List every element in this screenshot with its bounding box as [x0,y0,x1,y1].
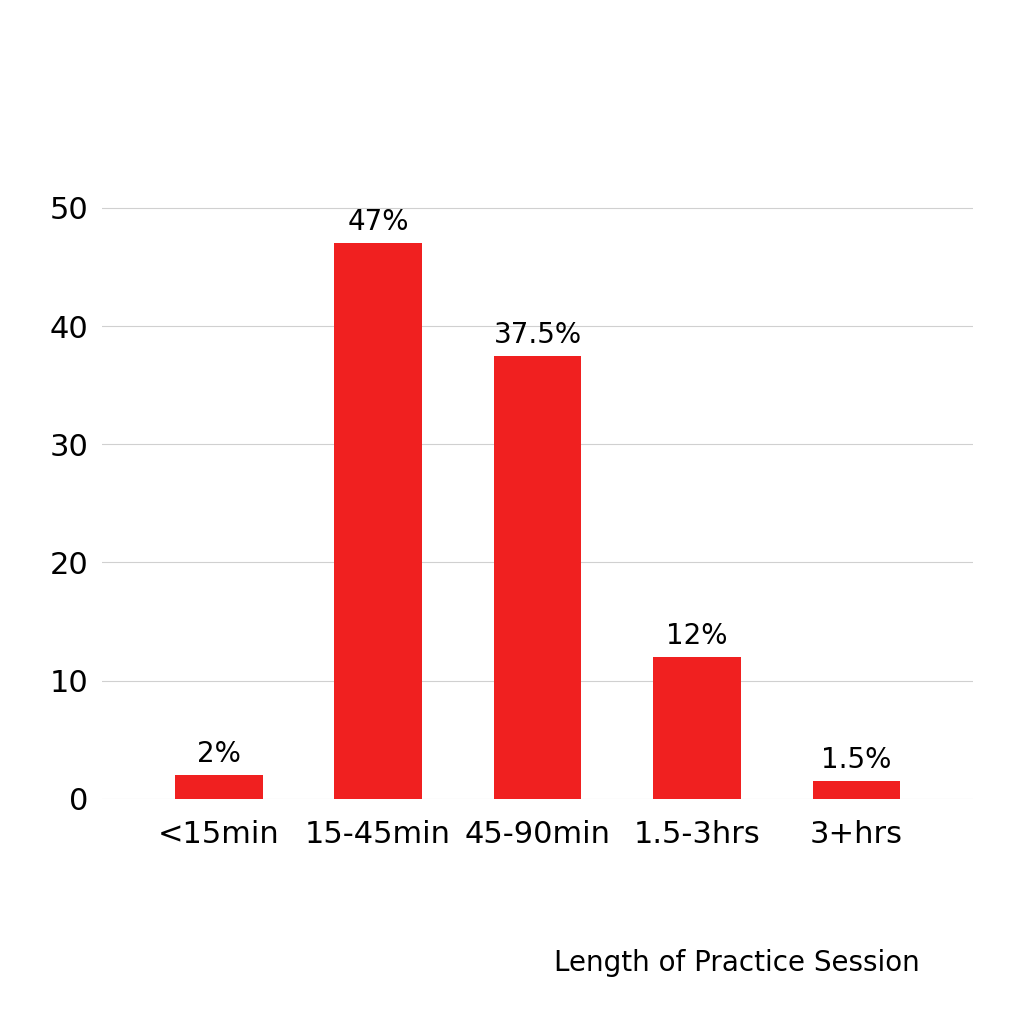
Bar [335,244,422,799]
Bar [653,657,740,799]
Text: 47%: 47% [347,208,409,237]
Bar [175,775,262,799]
Text: 37.5%: 37.5% [494,321,582,348]
Text: Length of Practice Session: Length of Practice Session [554,948,921,977]
Text: 12%: 12% [667,622,728,650]
Text: 1.5%: 1.5% [821,745,892,774]
Text: 2%: 2% [197,740,241,768]
Bar [813,781,900,799]
Bar [494,355,582,799]
